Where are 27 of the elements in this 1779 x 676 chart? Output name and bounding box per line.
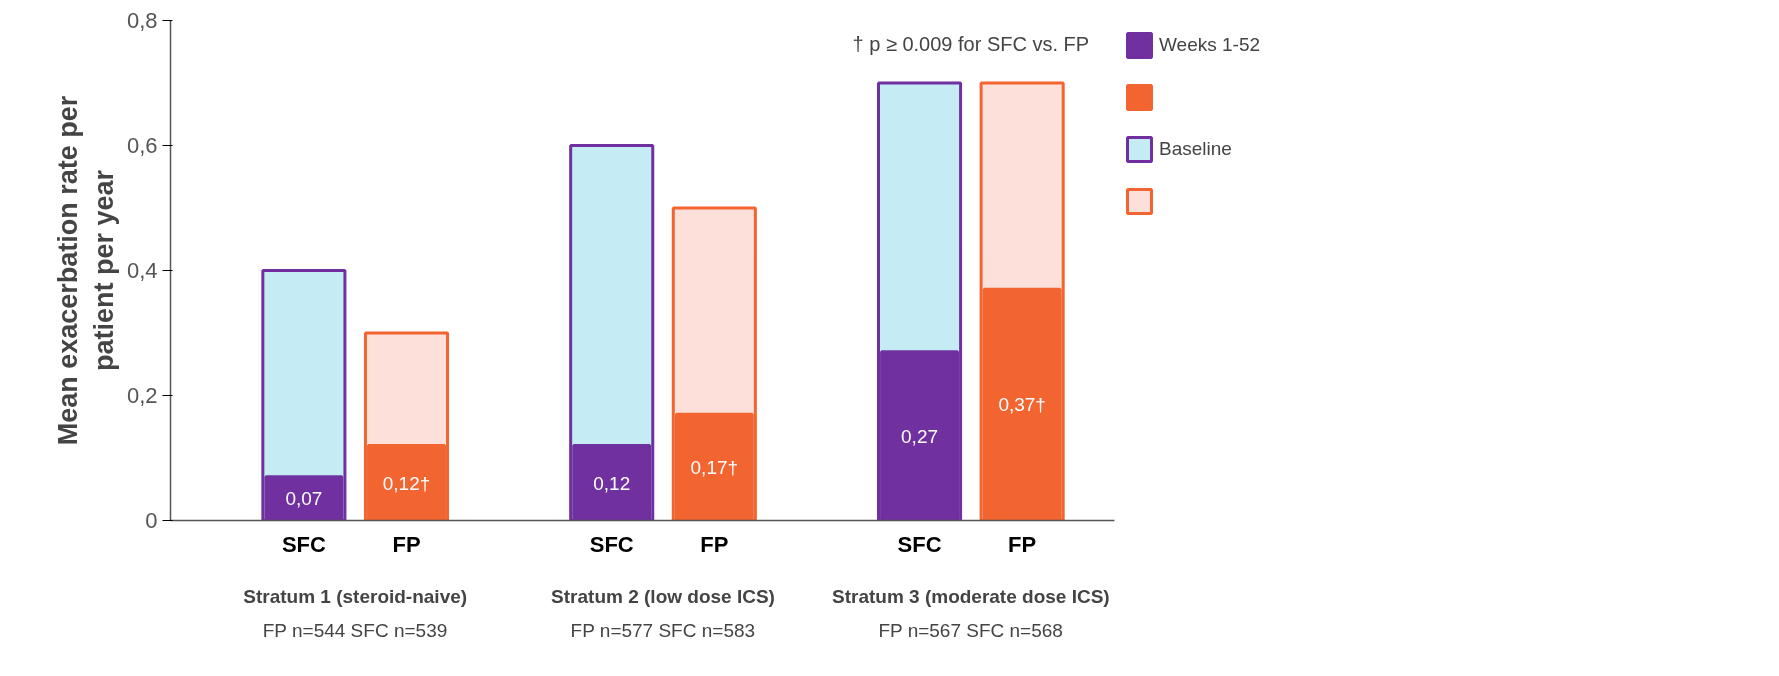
y-tick-label: 0,2 [126,383,158,408]
x-tick-label: SFC [897,531,942,557]
x-tick-label: FP [700,531,729,557]
legend-label: Baseline [1159,138,1232,160]
text: FP n=577 SFC n=583 [570,619,756,641]
y-tick-label: 0,8 [126,8,158,33]
data-label: 0,12 [593,472,631,494]
legend-label: Weeks 1-52 [1159,34,1261,56]
y-tick-label: 0,4 [126,258,158,283]
y-axis-title: Mean exacerbation rate per patient per year [52,95,119,446]
data-label: 0,12† [382,472,431,494]
text: FP n=544 SFC n=539 [262,619,448,641]
x-tick-label: FP [1008,531,1037,557]
text: Stratum 3 (moderate dose ICS) [832,585,1110,607]
x-tick-label: FP [392,531,421,557]
data-label: 0,27 [901,425,939,447]
x-tick-label: SFC [589,531,634,557]
text: Stratum 1 (steroid-naive) [243,585,468,607]
y-tick-label: 0 [145,508,158,533]
data-label: 0,37† [998,394,1046,416]
x-tick-label: SFC [281,531,326,557]
annotation: † p ≥ 0.009 for SFC vs. FP [852,33,1090,55]
text: FP n=567 SFC n=568 [878,619,1063,641]
data-label: 0,17† [690,456,739,478]
data-label: 0,07 [285,488,323,510]
text: Stratum 2 (low dose ICS) [551,585,775,607]
y-tick-label: 0,6 [126,133,158,158]
